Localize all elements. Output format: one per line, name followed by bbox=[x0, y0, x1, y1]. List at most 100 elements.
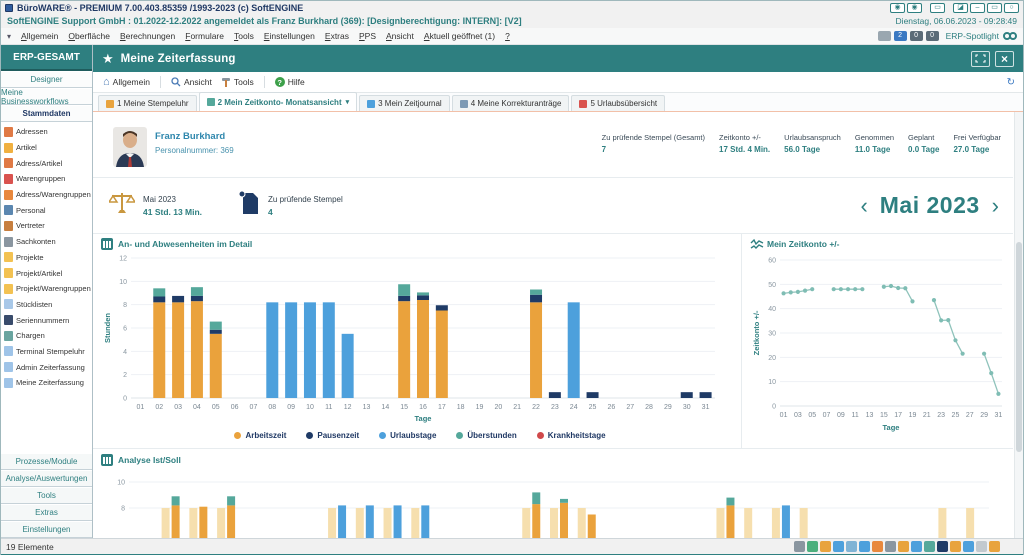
sidebar-section-einstellungen[interactable]: Einstellungen bbox=[1, 521, 92, 538]
sidebar-item-admin-zeiterfassung[interactable]: Admin Zeiterfassung bbox=[1, 359, 92, 375]
menu-item[interactable]: Aktuell geöffnet (1) bbox=[423, 31, 496, 41]
tab-3[interactable]: 3 Mein Zeitjournal bbox=[359, 95, 450, 111]
window-control-button[interactable]: ◉ bbox=[907, 2, 922, 13]
sidebar-item-warengruppen[interactable]: Warengruppen bbox=[1, 171, 92, 187]
prev-month-button[interactable]: ‹ bbox=[860, 192, 868, 218]
sidebar-item-projekt-artikel[interactable]: Projekt/Artikel bbox=[1, 265, 92, 281]
inbox-icon[interactable]: 0 bbox=[909, 31, 923, 41]
stat-column: Genommen 11.0 Tage bbox=[855, 133, 894, 154]
statusbar-icon[interactable] bbox=[872, 541, 883, 552]
module-header: ★ Meine Zeiterfassung × bbox=[93, 45, 1023, 72]
sidebar-item-personal[interactable]: Personal bbox=[1, 202, 92, 218]
sidebar-section-extras[interactable]: Extras bbox=[1, 504, 92, 521]
sidebar-item-adressen[interactable]: Adressen bbox=[1, 124, 92, 140]
datetime-label: Dienstag, 06.06.2023 - 09:28:49 bbox=[895, 16, 1017, 26]
sidebar-section-analyse-auswertungen[interactable]: Analyse/Auswertungen bbox=[1, 470, 92, 487]
menu-item[interactable]: Oberfläche bbox=[68, 31, 110, 41]
toolbar-hilfe[interactable]: ? Hilfe bbox=[273, 77, 307, 87]
sidebar-item-terminal-stempeluhr[interactable]: Terminal Stempeluhr bbox=[1, 344, 92, 360]
menu-caret-icon[interactable]: ▾ bbox=[7, 31, 12, 41]
svg-text:Tage: Tage bbox=[883, 423, 900, 432]
tasks-icon[interactable]: 2 bbox=[893, 31, 907, 41]
statusbar-icon[interactable] bbox=[989, 541, 1000, 552]
statusbar-icon[interactable] bbox=[833, 541, 844, 552]
statusbar-icon[interactable] bbox=[963, 541, 974, 552]
sidebar-item-projekt-warengruppen[interactable]: Projekt/Warengruppen bbox=[1, 281, 92, 297]
sidebar-item-st-cklisten[interactable]: Stücklisten bbox=[1, 297, 92, 313]
tab-4[interactable]: 4 Meine Korrekturanträge bbox=[451, 95, 570, 111]
window-control-button[interactable]: ◪ bbox=[953, 2, 968, 13]
window-control-button[interactable]: ◉ bbox=[890, 2, 905, 13]
statusbar-icon[interactable] bbox=[950, 541, 961, 552]
menu-item[interactable]: Tools bbox=[234, 31, 254, 41]
legend-item: Pausenzeit bbox=[306, 431, 359, 440]
sidebar-item-adress-warengruppen[interactable]: Adress/Warengruppen bbox=[1, 187, 92, 203]
statusbar-icon[interactable] bbox=[924, 541, 935, 552]
chevron-down-icon[interactable]: ▾ bbox=[345, 99, 350, 106]
statusbar-icon[interactable] bbox=[807, 541, 818, 552]
toolbar-ansicht[interactable]: Ansicht bbox=[169, 77, 214, 87]
balance-value: 41 Std. 13 Min. bbox=[143, 206, 203, 217]
ist-bar bbox=[393, 505, 402, 538]
toolbar-tools[interactable]: Tools bbox=[219, 77, 256, 87]
expand-icon[interactable] bbox=[971, 50, 990, 67]
feedback-icon[interactable] bbox=[877, 31, 891, 41]
window-control-button[interactable]: ○ bbox=[1004, 2, 1019, 13]
sidebar-item-artikel[interactable]: Artikel bbox=[1, 140, 92, 156]
bar-segment bbox=[190, 301, 203, 398]
sidebar-section-prozesse-module[interactable]: Prozesse/Module bbox=[1, 453, 92, 470]
bar-segment bbox=[190, 295, 203, 302]
menu-item[interactable]: PPS bbox=[358, 31, 376, 41]
sidebar-item-seriennummern[interactable]: Seriennummern bbox=[1, 312, 92, 328]
window-control-button[interactable]: ▭ bbox=[930, 2, 945, 13]
menu-item[interactable]: Extras bbox=[324, 31, 349, 41]
sidebar-item-chargen[interactable]: Chargen bbox=[1, 328, 92, 344]
sidebar-section-designer[interactable]: Designer bbox=[1, 71, 92, 88]
sidebar-item-sachkonten[interactable]: Sachkonten bbox=[1, 234, 92, 250]
svg-text:24: 24 bbox=[570, 404, 578, 411]
sidebar-item-meine-zeiterfassung[interactable]: Meine Zeiterfassung bbox=[1, 375, 92, 391]
sidebar-item-projekte[interactable]: Projekte bbox=[1, 250, 92, 266]
statusbar-icon[interactable] bbox=[859, 541, 870, 552]
window-control-button[interactable]: – bbox=[970, 2, 985, 13]
statusbar-icon[interactable] bbox=[898, 541, 909, 552]
data-point bbox=[903, 286, 908, 291]
menu-item[interactable]: Ansicht bbox=[386, 31, 414, 41]
svg-text:2: 2 bbox=[123, 372, 127, 379]
toolbar-allgemein[interactable]: ⌂ Allgemein bbox=[103, 76, 150, 88]
scrollbar-thumb[interactable] bbox=[1016, 242, 1022, 452]
statusbar-icon[interactable] bbox=[820, 541, 831, 552]
svg-text:03: 03 bbox=[794, 412, 802, 419]
sidebar-section-tools[interactable]: Tools bbox=[1, 487, 92, 504]
tab-5[interactable]: 5 Urlaubsübersicht bbox=[571, 95, 666, 111]
statusbar-icon[interactable] bbox=[937, 541, 948, 552]
menu-item[interactable]: ? bbox=[505, 31, 510, 41]
sidebar-item-vertreter[interactable]: Vertreter bbox=[1, 218, 92, 234]
sidebar-section-meine-businessworkflows[interactable]: Meine Businessworkflows bbox=[1, 88, 92, 106]
svg-text:Tage: Tage bbox=[415, 414, 432, 423]
sidebar-item-label: Chargen bbox=[16, 331, 45, 341]
messages-icon[interactable]: 0 bbox=[925, 31, 939, 41]
menu-item[interactable]: Einstellungen bbox=[263, 31, 315, 41]
menu-item[interactable]: Allgemein bbox=[21, 31, 59, 41]
statusbar-icon[interactable] bbox=[976, 541, 987, 552]
window-control-button[interactable]: ▭ bbox=[987, 2, 1002, 13]
statusbar-icon[interactable] bbox=[846, 541, 857, 552]
next-month-button[interactable]: › bbox=[991, 192, 999, 218]
sidebar-item-adress-artikel[interactable]: Adress/Artikel bbox=[1, 155, 92, 171]
refresh-icon[interactable]: ↻ bbox=[1006, 76, 1015, 88]
svg-text:06: 06 bbox=[231, 404, 239, 411]
close-icon[interactable]: × bbox=[995, 50, 1014, 67]
tab-1[interactable]: 1 Meine Stempeluhr bbox=[98, 95, 197, 111]
statusbar-icon[interactable] bbox=[885, 541, 896, 552]
statusbar-icon[interactable] bbox=[794, 541, 805, 552]
menu-item[interactable]: Formulare bbox=[185, 31, 224, 41]
vertical-scrollbar[interactable] bbox=[1014, 112, 1023, 538]
sidebar-section-stammdaten[interactable]: Stammdaten bbox=[1, 105, 92, 122]
sidebar-item-label: Personal bbox=[16, 205, 46, 215]
menu-item[interactable]: Berechnungen bbox=[119, 31, 176, 41]
binoculars-icon[interactable] bbox=[1003, 32, 1017, 40]
sidebar-item-icon bbox=[4, 252, 13, 263]
statusbar-icon[interactable] bbox=[911, 541, 922, 552]
tab-2[interactable]: 2 Mein Zeitkonto- Monatsansicht ▾ bbox=[198, 92, 358, 111]
